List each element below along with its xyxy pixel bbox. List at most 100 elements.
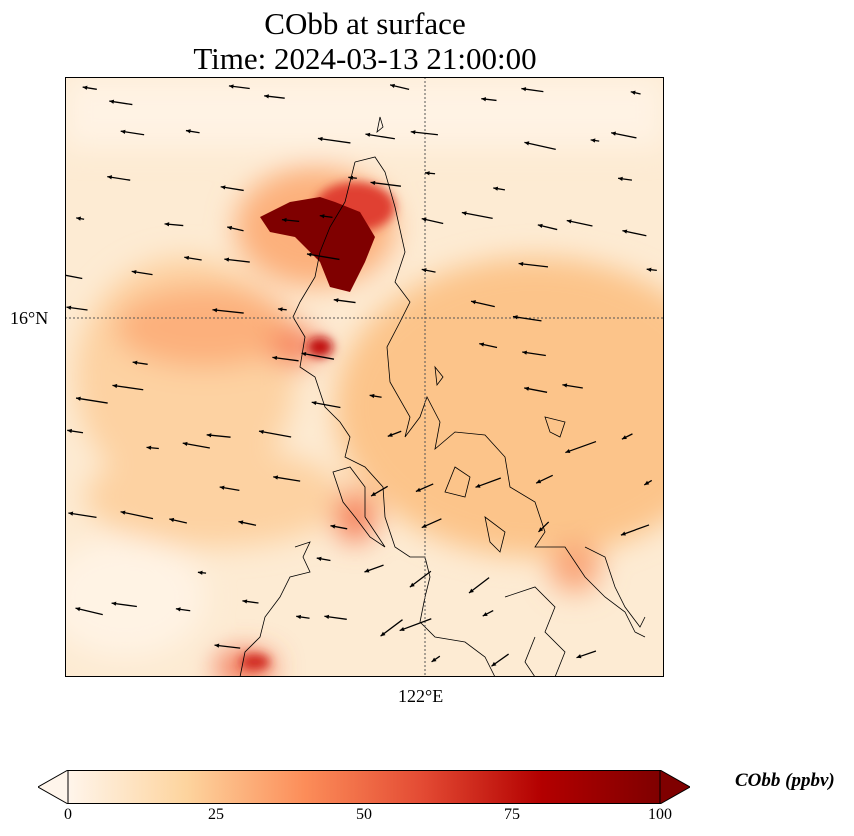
wind-arrow (316, 556, 331, 562)
wind-arrow (630, 90, 641, 95)
wind-arrow (431, 655, 441, 663)
wind-arrow (410, 130, 438, 136)
wind-arrow (184, 255, 202, 261)
wind-arrow (369, 393, 382, 399)
wind-arrow (468, 577, 490, 594)
latitude-label: 16°N (10, 308, 49, 328)
wind-arrow (107, 175, 131, 181)
wind-arrow (380, 619, 403, 637)
colorbar (38, 770, 690, 804)
wind-arrow (537, 223, 558, 231)
wind-arrow (522, 350, 546, 357)
wind-arrow (169, 517, 188, 524)
wind-arrow (475, 477, 502, 488)
wind-arrow (272, 355, 299, 362)
wind-arrow (258, 429, 292, 438)
wind-arrow (524, 386, 548, 393)
wind-arrow (424, 171, 436, 176)
wind-arrow (164, 222, 184, 227)
wind-arrow (622, 229, 647, 237)
wind-arrow (590, 138, 600, 143)
wind-arrow (131, 269, 153, 276)
wind-arrow (387, 430, 402, 437)
wind-vectors (65, 83, 657, 667)
wind-arrow (538, 521, 550, 533)
wind-arrow (238, 520, 257, 526)
wind-arrow (643, 479, 653, 486)
coastline (239, 116, 646, 677)
wind-arrow (370, 180, 402, 187)
wind-arrow (185, 129, 200, 134)
wind-arrow (364, 564, 384, 573)
wind-arrow (112, 383, 144, 391)
wind-arrow (524, 141, 556, 151)
wind-arrow (620, 524, 650, 536)
wind-arrow (562, 383, 583, 389)
colorbar-gradient (67, 770, 661, 804)
wind-arrow (481, 97, 497, 102)
wind-arrow (219, 485, 240, 491)
wind-arrow (214, 643, 241, 649)
wind-arrow (479, 342, 498, 349)
wind-arrow (330, 524, 348, 530)
colorbar-tick: 100 (648, 806, 672, 823)
wind-arrow (409, 570, 432, 588)
wind-arrow (333, 298, 356, 304)
wind-arrow (75, 607, 103, 616)
wind-arrow (482, 609, 494, 617)
wind-arrow (224, 257, 250, 263)
wind-arrow (576, 650, 597, 659)
wind-arrow (109, 99, 133, 106)
wind-arrow (565, 440, 597, 454)
wind-arrow (111, 601, 137, 608)
wind-arrow (301, 351, 335, 360)
wind-arrow (617, 176, 633, 181)
wind-arrow (296, 614, 310, 620)
colorbar-tick: 75 (504, 806, 520, 823)
wind-arrow (220, 185, 244, 192)
wind-arrow (82, 85, 97, 90)
wind-arrow (68, 511, 97, 518)
colorbar-label: CObb (ppbv) (735, 770, 835, 791)
wind-arrow (493, 186, 506, 191)
wind-arrow (66, 305, 88, 311)
wind-arrow (566, 219, 593, 227)
wind-arrow (120, 129, 145, 136)
wind-arrow (370, 485, 388, 497)
wind-arrow (611, 131, 637, 139)
wind-arrow (311, 400, 341, 409)
wind-arrow (399, 618, 432, 632)
map-subtitle-time: Time: 2024-03-13 21:00:00 (193, 41, 537, 76)
wind-arrow (512, 315, 542, 322)
wind-arrow (646, 267, 657, 272)
wind-arrow (75, 396, 108, 404)
wind-arrow (197, 570, 207, 575)
wind-arrow (76, 216, 85, 221)
wind-arrow (277, 307, 287, 312)
wind-arrow (264, 94, 285, 99)
wind-arrow (461, 211, 493, 220)
wind-arrow (227, 225, 244, 232)
wind-arrow (182, 441, 210, 449)
wind-arrow (146, 445, 159, 450)
wind-arrow (273, 475, 301, 482)
colorbar-tick: 50 (356, 806, 372, 823)
colorbar-extend-low (38, 770, 69, 804)
wind-arrow (319, 214, 333, 219)
wind-arrow (228, 84, 250, 90)
wind-arrow (212, 308, 244, 314)
wind-arrow (470, 300, 495, 308)
longitude-label: 122°E (398, 686, 444, 706)
map-title: CObb at surface (264, 6, 466, 41)
map-plot (65, 77, 664, 677)
colorbar-extend-high (659, 770, 690, 804)
wind-arrow (521, 87, 544, 93)
map-frame (65, 77, 664, 677)
wind-arrow (535, 474, 553, 484)
wind-arrow (491, 653, 509, 667)
wind-arrow (67, 428, 84, 434)
wind-arrow (421, 217, 444, 225)
wind-arrow (242, 599, 259, 604)
wind-arrow (621, 433, 633, 440)
wind-arrow (365, 132, 395, 140)
